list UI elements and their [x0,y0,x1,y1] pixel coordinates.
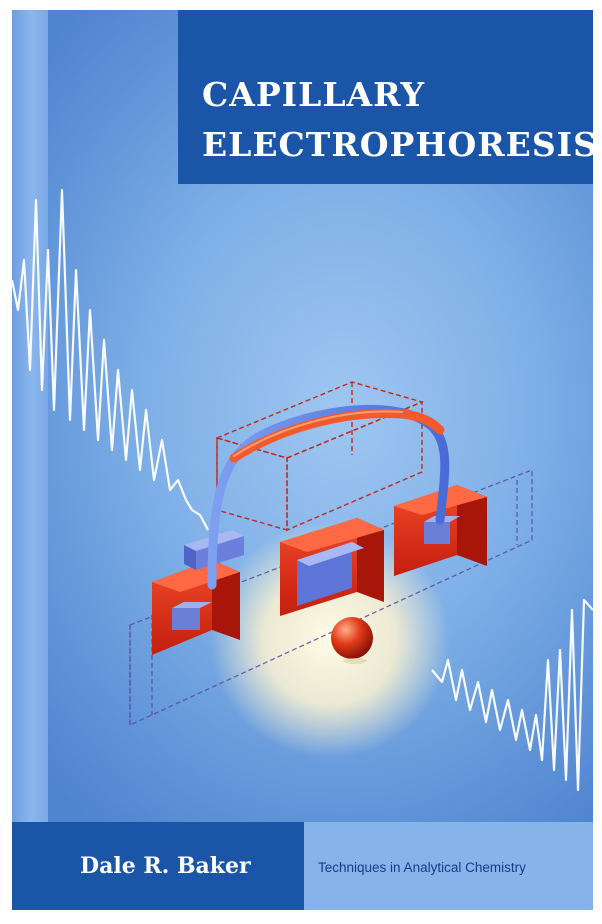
spine-strip [12,10,48,910]
sphere-shadow [343,658,367,664]
series-panel: Techniques in Analytical Chemistry [304,822,593,910]
cover-illustration [12,188,593,792]
cover-artwork-panel: CAPILLARY ELECTROPHORESIS Dale R. Baker … [12,10,593,910]
book-title-line-2: ELECTROPHORESIS [202,125,593,164]
bottom-band: Dale R. Baker Techniques in Analytical C… [12,822,593,910]
sphere-icon [331,617,373,659]
author-panel: Dale R. Baker [12,822,304,910]
electropherogram-trace-icon [12,188,209,531]
electropherogram-trace-icon [431,598,593,792]
series-name: Techniques in Analytical Chemistry [318,860,526,875]
author-name: Dale R. Baker [80,853,251,879]
capillary-electrophoresis-apparatus-icon [129,381,533,727]
light-glow [210,522,450,758]
title-panel: CAPILLARY ELECTROPHORESIS [178,10,593,184]
book-title-line-1: CAPILLARY [202,75,426,114]
